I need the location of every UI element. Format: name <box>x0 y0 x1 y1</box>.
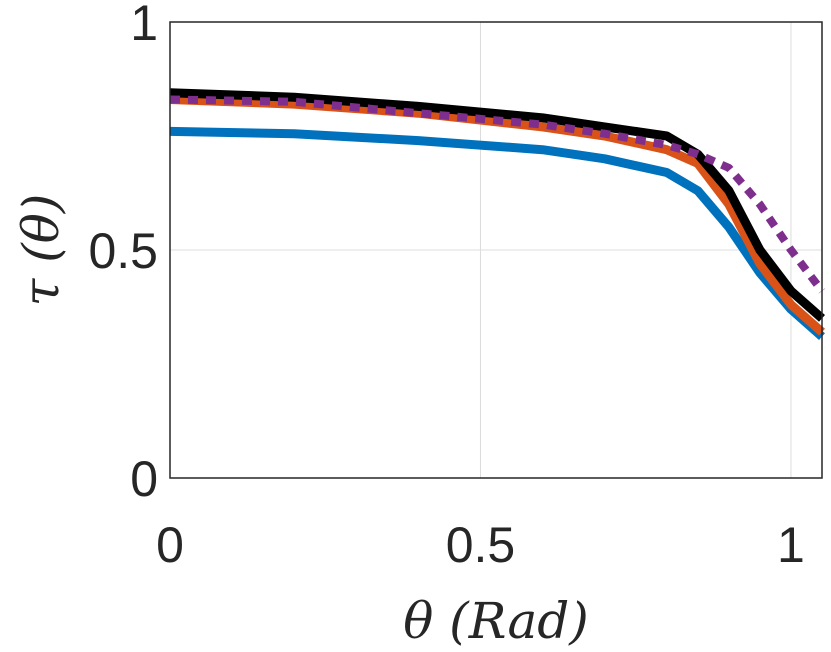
tick-labels: 0 0.5 1 0 0.5 1 <box>88 0 804 573</box>
x-tick-label-2: 1 <box>777 517 805 573</box>
axes-box <box>169 21 823 479</box>
x-axis-label: θ (Rad) <box>403 592 589 650</box>
y-tick-label-2: 1 <box>130 0 158 51</box>
series-line-3 <box>169 95 826 294</box>
y-axis-label: τ (θ) <box>12 194 70 307</box>
series-line-2 <box>169 88 825 322</box>
y-tick-label-1: 0.5 <box>88 223 158 279</box>
x-tick-label-1: 0.5 <box>446 517 516 573</box>
x-tick-label-0: 0 <box>156 517 184 573</box>
series-line-0 <box>169 126 825 340</box>
series-group <box>169 88 826 340</box>
y-tick-label-0: 0 <box>130 451 158 507</box>
